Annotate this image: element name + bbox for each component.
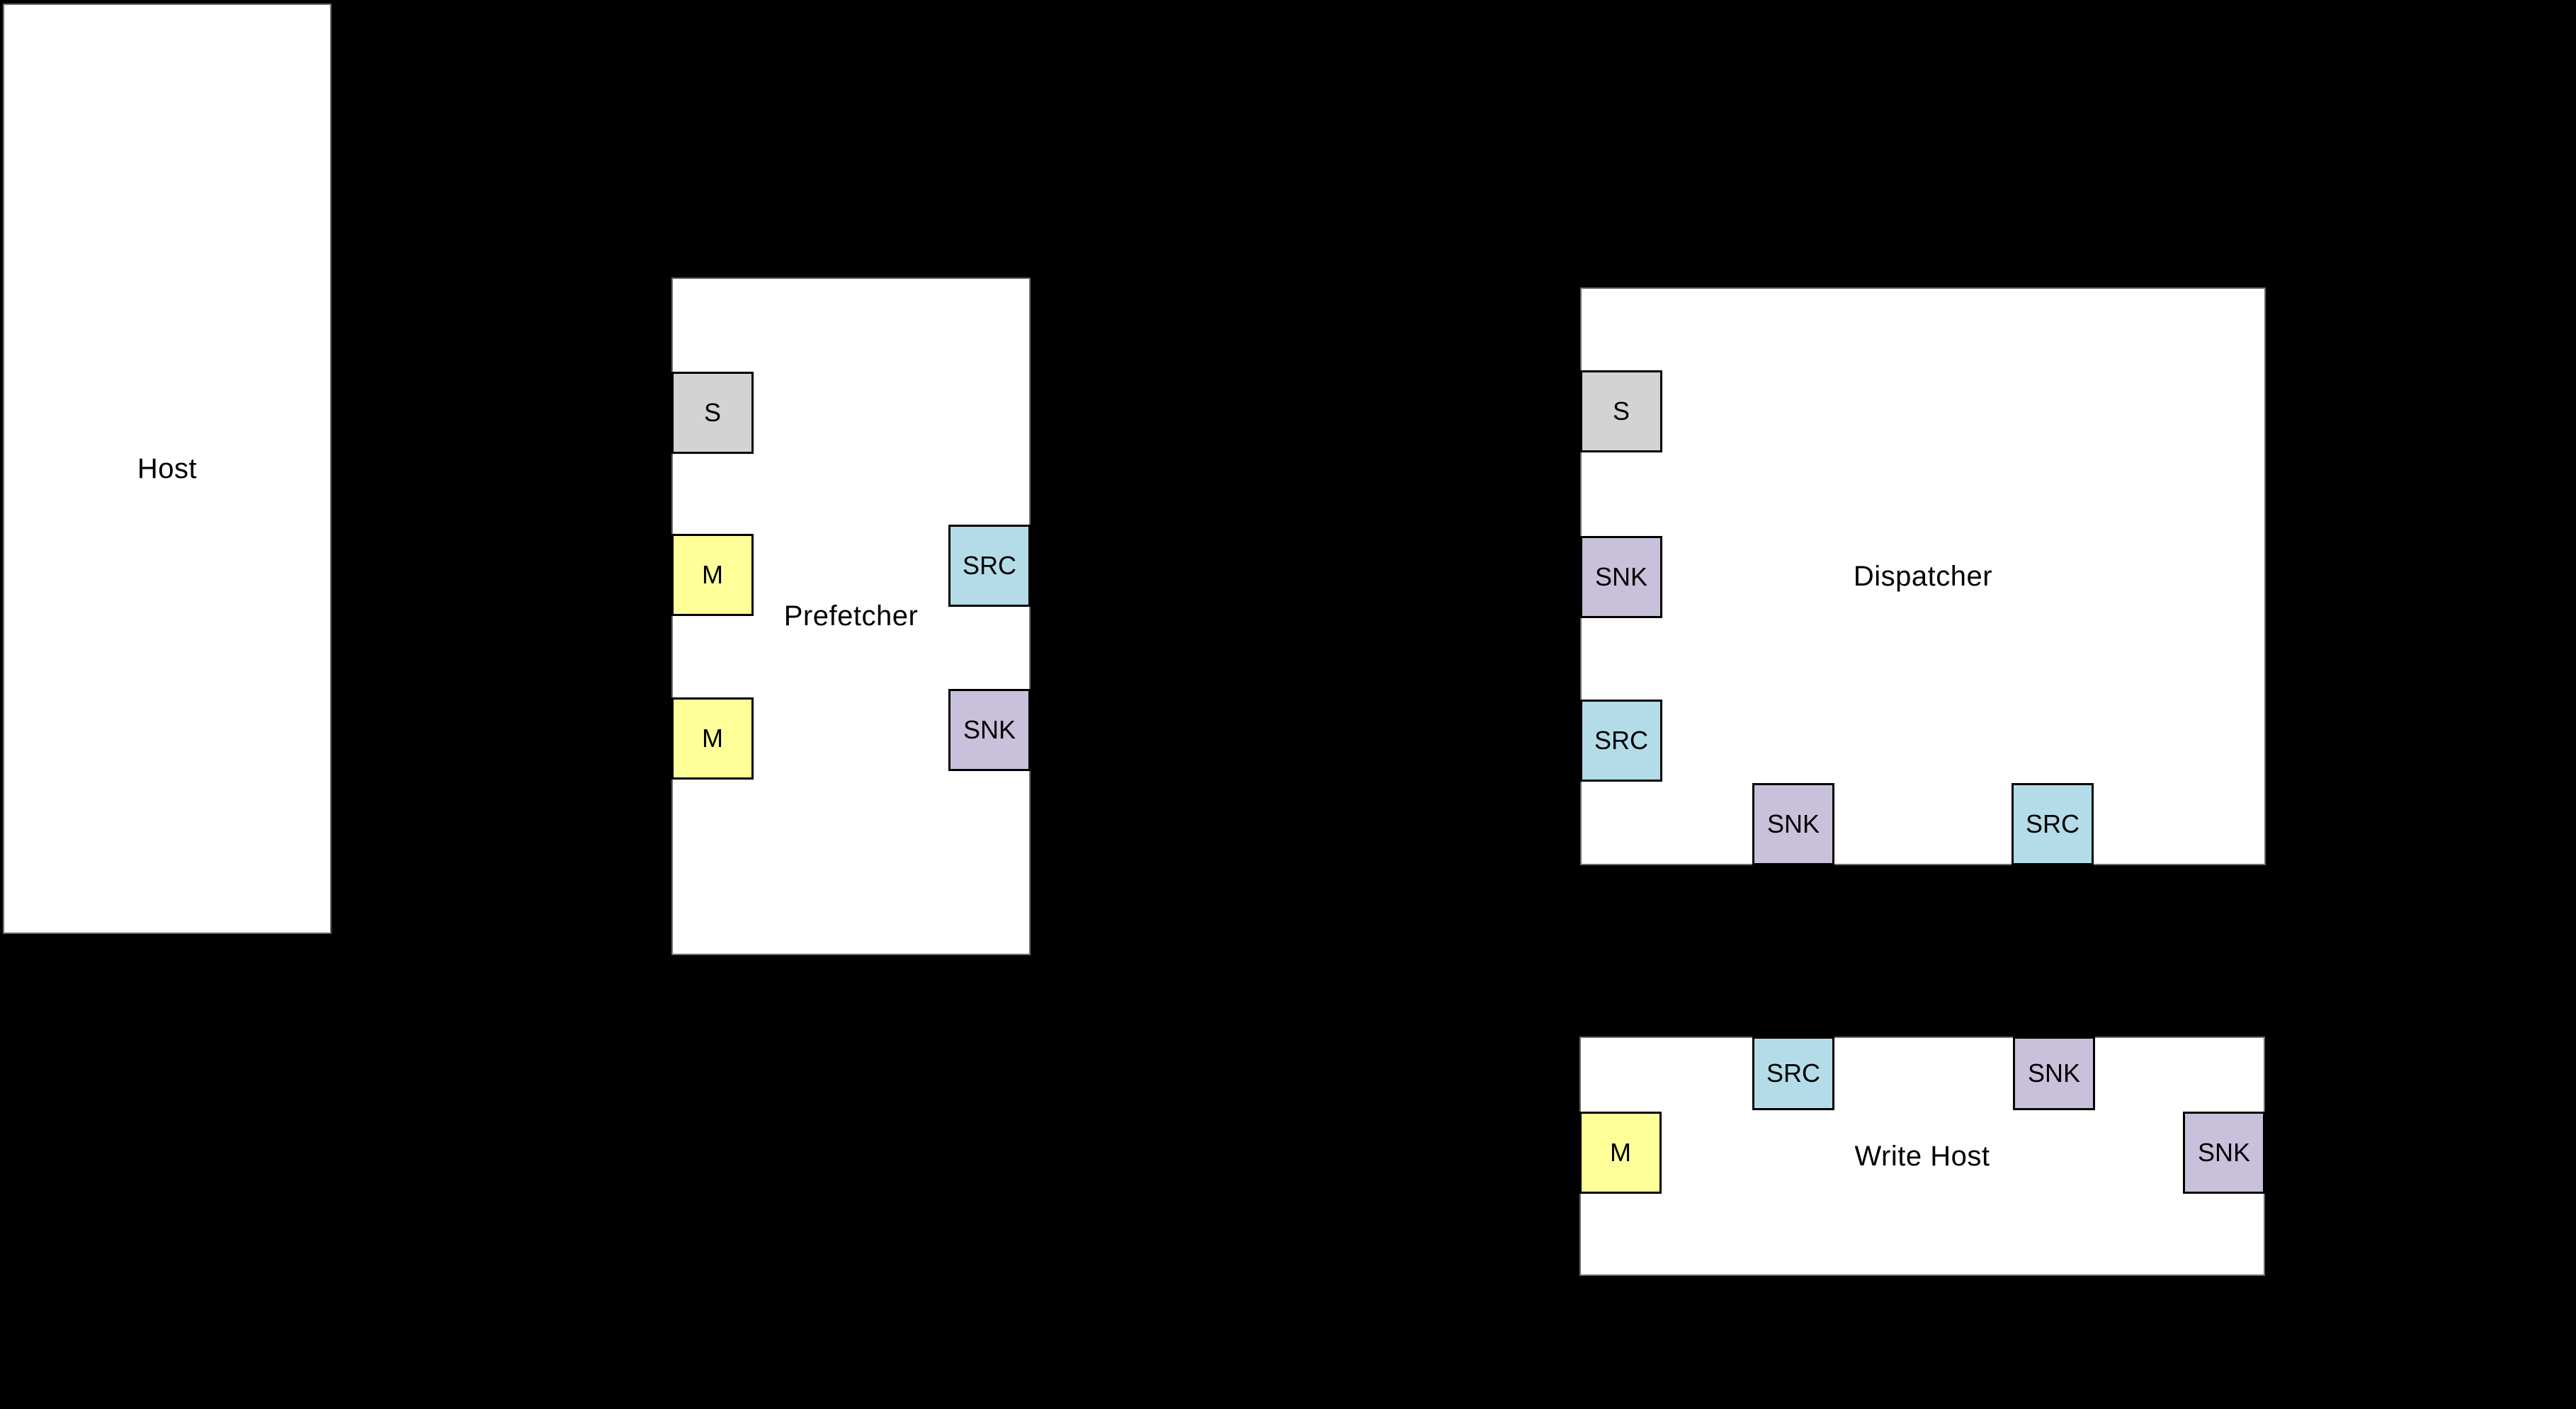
port-label: SNK (1594, 562, 1648, 591)
port-label: M (702, 560, 723, 589)
port-label: S (1612, 397, 1630, 426)
block-host-label: Host (137, 452, 198, 484)
port-src: SRC (948, 525, 1031, 607)
port-label: SRC (962, 551, 1016, 580)
port-m: M (671, 697, 754, 780)
port-label: SRC (2025, 809, 2079, 838)
block-write-host-label: Write Host (1854, 1140, 1990, 1172)
block-dispatcher-label: Dispatcher (1853, 560, 1993, 592)
port-src: SRC (2012, 783, 2094, 865)
port-src: SRC (1580, 700, 1662, 782)
block-prefetcher: Prefetcher S M M SRC SNK (671, 278, 1031, 955)
port-label: SNK (1766, 809, 1820, 838)
port-label: SRC (1766, 1059, 1820, 1088)
port-label: SNK (2197, 1138, 2251, 1167)
port-snk: SNK (1580, 536, 1662, 618)
block-prefetcher-label: Prefetcher (783, 600, 919, 632)
port-s: S (1580, 370, 1662, 452)
port-src: SRC (1752, 1037, 1834, 1110)
port-snk: SNK (2013, 1037, 2095, 1110)
port-label: S (703, 398, 721, 427)
port-snk: SNK (948, 689, 1031, 771)
port-snk: SNK (1752, 783, 1834, 865)
port-s: S (671, 372, 754, 454)
port-label: M (1610, 1138, 1631, 1167)
port-m: M (671, 534, 754, 616)
port-label: M (702, 724, 723, 753)
port-label: SRC (1594, 726, 1648, 755)
port-m: M (1579, 1112, 1662, 1194)
port-label: SNK (2027, 1059, 2081, 1088)
block-dispatcher: Dispatcher S SNK SRC SNK SRC (1580, 287, 2266, 865)
block-host: Host (3, 4, 331, 934)
port-snk: SNK (2183, 1112, 2265, 1194)
block-write-host: Write Host SRC SNK M SNK (1579, 1037, 2265, 1276)
port-label: SNK (963, 715, 1016, 744)
